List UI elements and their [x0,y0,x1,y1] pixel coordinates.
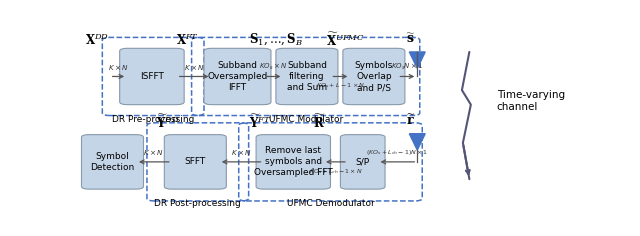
Text: $\widetilde{\mathbf{r}}$: $\widetilde{\mathbf{r}}$ [406,114,415,128]
Text: Symbols
Overlap
and P/S: Symbols Overlap and P/S [355,61,393,92]
Text: $\mathbf{X}^{FT}$: $\mathbf{X}^{FT}$ [176,32,198,48]
Text: Symbol
Detection: Symbol Detection [90,152,134,172]
Text: SFFT: SFFT [185,157,206,166]
Text: $K\times N$: $K\times N$ [143,148,164,157]
Text: $KO_s+L-1\times N$: $KO_s+L-1\times N$ [316,81,365,90]
Text: $\widetilde{\mathbf{Y}}^{FT}$: $\widetilde{\mathbf{Y}}^{FT}$ [249,114,271,131]
Text: $K\times N$: $K\times N$ [108,63,129,72]
Text: S/P: S/P [356,157,370,166]
Text: $\widetilde{\mathbf{R}}$: $\widetilde{\mathbf{R}}$ [313,114,326,131]
Text: $K\times N$: $K\times N$ [231,148,252,157]
FancyBboxPatch shape [164,135,227,189]
Text: $KO_s\times N$: $KO_s\times N$ [259,62,288,72]
Polygon shape [410,134,425,150]
FancyBboxPatch shape [343,48,405,105]
Text: $\widetilde{\mathbf{X}}^{UFMC}$: $\widetilde{\mathbf{X}}^{UFMC}$ [326,32,364,49]
Text: $\mathbf{S}_1,\ldots,\mathbf{S}_B$: $\mathbf{S}_1,\ldots,\mathbf{S}_B$ [249,32,303,47]
Text: $(KO_s+L_{ch}-1)N\times 1$: $(KO_s+L_{ch}-1)N\times 1$ [366,148,429,157]
Text: ISFFT: ISFFT [140,72,164,81]
Text: Remove last
symbols and
Oversampled FFT: Remove last symbols and Oversampled FFT [254,146,333,177]
Text: $KO_sN\times 1$: $KO_sN\times 1$ [391,62,424,72]
FancyBboxPatch shape [120,48,184,105]
Text: $\mathbf{X}^{DD}$: $\mathbf{X}^{DD}$ [85,32,109,48]
Polygon shape [410,52,425,68]
FancyBboxPatch shape [204,48,271,105]
FancyBboxPatch shape [81,135,143,189]
Text: DR Post-processing: DR Post-processing [154,199,241,208]
Text: Subband
Oversampled
IFFT: Subband Oversampled IFFT [207,61,268,92]
Text: Subband
filtering
and Sum: Subband filtering and Sum [287,61,327,92]
Text: UFMC Demodulator: UFMC Demodulator [287,199,374,208]
Text: $KO_s+L_{ch}-1\times N$: $KO_s+L_{ch}-1\times N$ [308,167,362,176]
FancyBboxPatch shape [340,135,385,189]
Text: DR Pre-processing: DR Pre-processing [112,115,194,124]
Text: UFMC Modulator: UFMC Modulator [269,115,343,124]
Text: $\widetilde{\mathbf{s}}$: $\widetilde{\mathbf{s}}$ [406,32,416,46]
FancyBboxPatch shape [276,48,338,105]
Text: $\widetilde{\mathbf{Y}}^{DD}$: $\widetilde{\mathbf{Y}}^{DD}$ [156,114,180,131]
Text: $K\times N$: $K\times N$ [184,63,205,72]
FancyBboxPatch shape [256,135,330,189]
Text: Time-varying
channel: Time-varying channel [497,90,564,112]
